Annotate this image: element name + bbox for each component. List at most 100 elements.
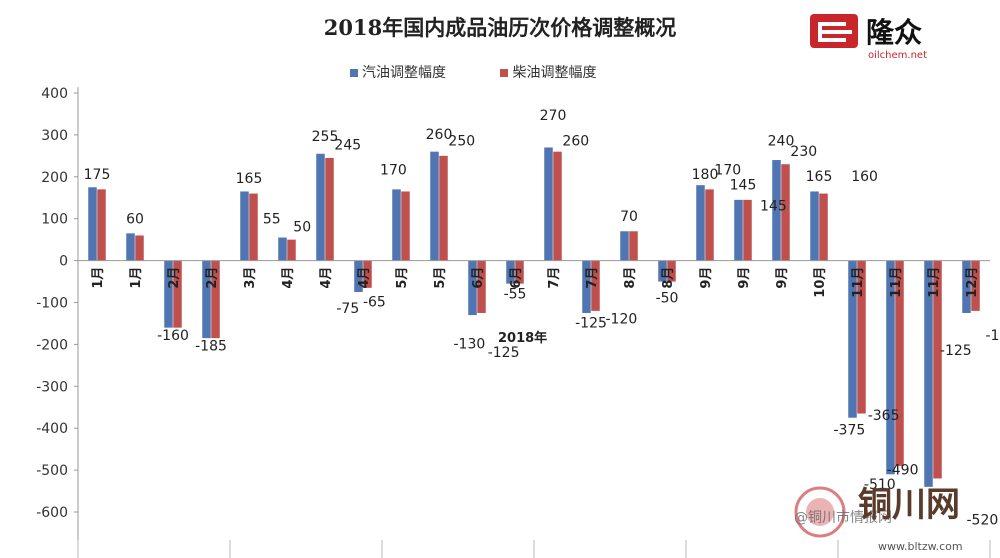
data-label: 170	[714, 163, 741, 179]
category-label: 4月	[319, 267, 334, 289]
category-label: 5月	[433, 267, 448, 289]
category-label: 2月	[205, 267, 220, 289]
brand-logo: 隆众 oilchem.net	[810, 14, 927, 61]
y-tick-label: 0	[59, 254, 68, 270]
data-label: -120	[986, 328, 1000, 344]
gasoline-bar	[962, 260, 971, 313]
diesel-bar	[667, 260, 676, 282]
gasoline-bar	[620, 231, 629, 261]
legend-label-gasoline: 汽油调整幅度	[362, 65, 446, 81]
gasoline-bar	[658, 260, 667, 282]
legend-swatch-diesel	[500, 69, 509, 77]
data-label: -365	[868, 408, 900, 424]
diesel-bar	[743, 199, 752, 261]
category-label: 9月	[737, 267, 752, 289]
data-label: 175	[84, 167, 111, 183]
data-label: 255	[312, 129, 339, 145]
diesel-bar	[857, 260, 866, 414]
watermark-handle: @铜川市情报网	[794, 509, 892, 526]
category-label: 9月	[699, 267, 714, 289]
gasoline-bar	[354, 260, 363, 293]
y-tick-label: 300	[41, 128, 68, 144]
y-tick-label: 400	[41, 86, 68, 102]
chart-title: 2018年国内成品油历次价格调整概况	[323, 15, 677, 40]
data-label: -55	[504, 286, 527, 302]
data-label: -125	[575, 316, 607, 332]
data-label: -520	[967, 513, 999, 529]
x-axis-label: 2018年	[498, 331, 548, 346]
data-label: -160	[157, 328, 189, 344]
diesel-bar	[211, 260, 220, 339]
data-label: 165	[236, 171, 263, 187]
category-label: 11月	[927, 267, 942, 298]
data-label: 245	[334, 138, 361, 154]
data-label: -490	[887, 462, 919, 478]
legend-item-diesel: 柴油调整幅度	[500, 62, 596, 82]
gasoline-bar	[886, 260, 895, 475]
category-label: 3月	[243, 267, 258, 289]
gasoline-bar	[924, 260, 933, 487]
gasoline-bar	[164, 260, 173, 328]
data-label: 70	[620, 209, 638, 225]
category-label: 11月	[851, 267, 866, 298]
gasoline-bar	[468, 260, 477, 316]
data-label: -130	[454, 337, 486, 353]
data-labels-layer: 1月 1月 2月 2月 3月 4月 4月 4月 5月 5月 6月 6月 7月 7月 8月 8月 9月 9月 9月 10…	[84, 108, 1000, 528]
data-label: 270	[540, 108, 567, 124]
watermark-url: www.bltzw.com	[878, 540, 963, 553]
data-label: -125	[488, 345, 520, 361]
diesel-bar	[933, 260, 942, 479]
logo-sub: oilchem.net	[868, 50, 927, 61]
diesel-bar	[705, 189, 714, 261]
category-label: 7月	[547, 267, 562, 289]
legend-label-diesel: 柴油调整幅度	[512, 65, 597, 81]
diesel-bar	[819, 193, 828, 261]
data-label: 50	[293, 219, 311, 235]
data-label: -375	[834, 422, 866, 438]
data-label: -125	[940, 343, 972, 359]
y-tick-label: -300	[36, 379, 68, 395]
data-label: 260	[426, 127, 453, 143]
category-label: 5月	[395, 267, 410, 289]
diesel-bar	[401, 191, 410, 261]
diesel-bar	[97, 189, 106, 261]
category-label: 8月	[661, 267, 676, 289]
data-label: 260	[562, 133, 589, 149]
diesel-bar	[781, 164, 790, 261]
legend-item-gasoline: 汽油调整幅度	[350, 62, 446, 82]
category-label: 11月	[889, 267, 904, 298]
data-label: 170	[380, 163, 407, 179]
data-label: -185	[195, 339, 227, 355]
watermark-text: 铜川网	[858, 485, 960, 525]
diesel-bar	[553, 151, 562, 261]
diesel-bar	[325, 157, 334, 261]
category-label: 12月	[965, 267, 980, 298]
category-label: 1月	[91, 267, 106, 289]
diesel-bar	[135, 235, 144, 261]
data-label: 145	[760, 198, 787, 214]
data-label: 145	[730, 177, 757, 193]
gasoline-bar	[392, 189, 401, 261]
gasoline-bar	[772, 160, 781, 261]
y-tick-label: -600	[36, 505, 68, 521]
category-label: 4月	[357, 267, 372, 289]
category-label: 2月	[167, 267, 182, 289]
logo-text: 隆众	[866, 16, 922, 49]
gasoline-bar	[202, 260, 211, 339]
gasoline-bar	[582, 260, 591, 313]
diesel-bar	[249, 193, 258, 261]
gasoline-bar	[696, 185, 705, 261]
diesel-bar	[287, 239, 296, 261]
gasoline-bar	[88, 187, 97, 261]
legend: 汽油调整幅度 柴油调整幅度	[350, 62, 646, 82]
data-label: 240	[768, 133, 795, 149]
data-label: -510	[864, 477, 896, 493]
gasoline-bar	[734, 199, 743, 261]
y-tick-label: -500	[36, 463, 68, 479]
gasoline-bar	[544, 147, 553, 261]
gasoline-bar	[126, 233, 135, 261]
data-label: 55	[263, 212, 281, 228]
gasoline-bar	[506, 260, 515, 284]
gasoline-bar	[810, 191, 819, 261]
category-label: 6月	[509, 267, 524, 289]
